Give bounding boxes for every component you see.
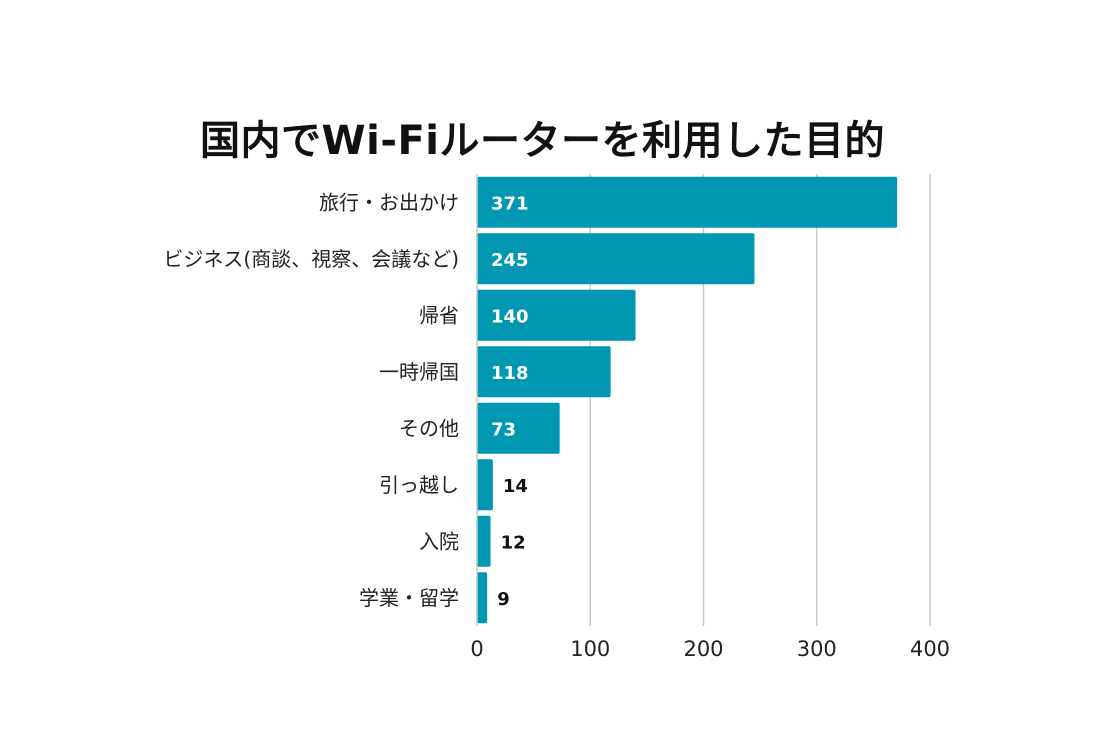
category-label: 引っ越し: [379, 473, 459, 497]
data-label: 118: [491, 363, 529, 384]
bar: [477, 402, 560, 454]
x-tick-label: 0: [470, 637, 483, 661]
bar: [477, 572, 488, 624]
category-label: 入院: [419, 529, 459, 553]
bar: [477, 459, 493, 511]
bar: [477, 289, 636, 341]
data-label: 12: [501, 532, 526, 553]
category-label: 一時帰国: [379, 360, 459, 384]
bar: [477, 346, 611, 398]
data-label: 140: [491, 306, 529, 327]
data-label: 245: [491, 250, 529, 271]
bar: [477, 176, 898, 228]
data-label: 371: [491, 193, 529, 214]
x-tick-label: 200: [683, 637, 723, 661]
data-label: 9: [497, 589, 510, 610]
data-label: 73: [491, 419, 516, 440]
category-label: 学業・留学: [359, 586, 459, 610]
category-label: その他: [399, 416, 459, 440]
category-label: ビジネス(商談、視察、会議など): [163, 247, 459, 271]
x-tick-label: 400: [910, 637, 950, 661]
x-tick-label: 300: [797, 637, 837, 661]
category-label: 帰省: [419, 303, 459, 327]
bar: [477, 515, 491, 567]
bar: [477, 233, 755, 285]
category-label: 旅行・お出かけ: [319, 190, 459, 214]
chart-title: 国内でWi-Fiルーターを利用した目的: [200, 118, 885, 164]
x-tick-label: 100: [570, 637, 610, 661]
data-label: 14: [503, 476, 528, 497]
